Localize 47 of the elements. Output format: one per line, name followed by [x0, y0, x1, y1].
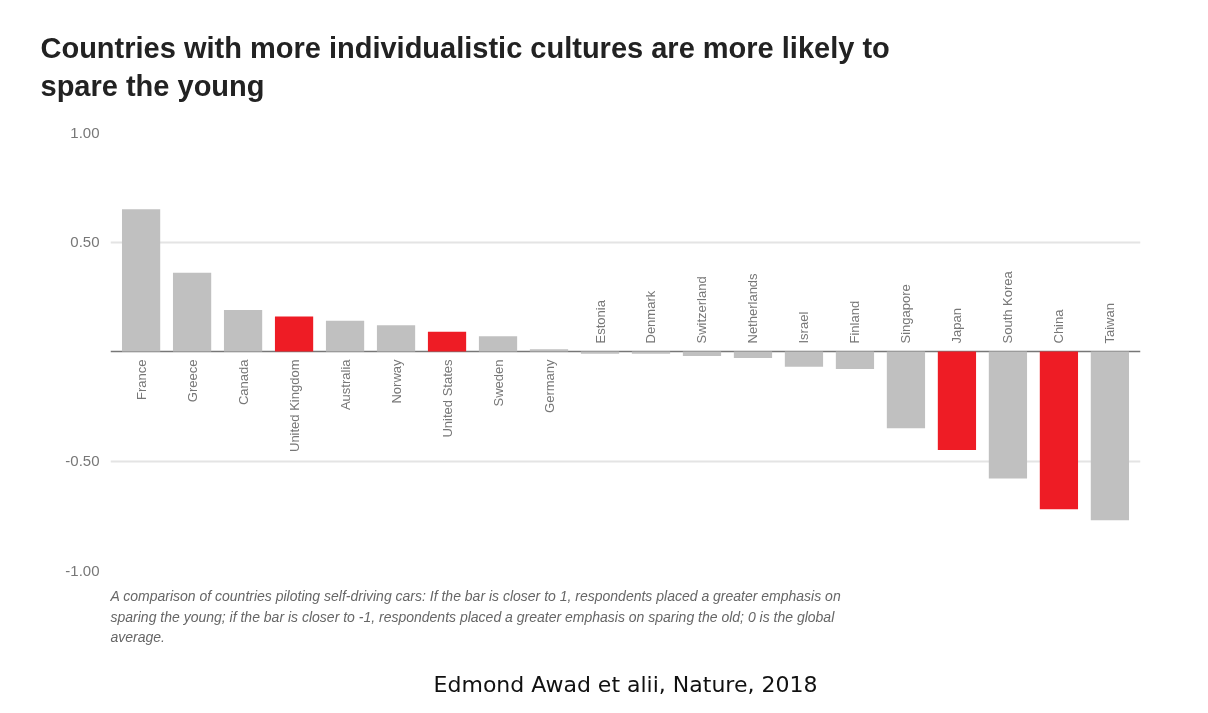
bar	[937, 351, 977, 451]
bar	[223, 309, 263, 352]
x-tick-label: United States	[439, 359, 455, 438]
x-tick-label: Singapore	[898, 284, 914, 344]
bar	[988, 351, 1028, 479]
bar	[274, 316, 314, 352]
bar	[1039, 351, 1079, 510]
bar	[580, 351, 620, 354]
x-tick-label: Estonia	[592, 299, 608, 344]
bar	[886, 351, 926, 429]
bar	[733, 351, 773, 359]
bar	[172, 272, 212, 352]
y-tick-label: 0.50	[70, 233, 100, 250]
x-tick-label: Germany	[541, 359, 557, 413]
x-tick-label: France	[133, 359, 149, 400]
y-tick-label: -0.50	[65, 452, 100, 469]
text: Edmond Awad et alii, Nature, 2018	[433, 671, 818, 697]
x-tick-label: Finland	[847, 300, 863, 344]
x-tick-label: United Kingdom	[286, 359, 302, 452]
bar	[478, 336, 518, 352]
bar	[121, 209, 161, 352]
chart-title: Countries with more individualistic cultures are more likely to spare the young	[40, 32, 890, 103]
x-tick-label: Sweden	[490, 359, 506, 407]
bar	[784, 351, 824, 367]
bar	[427, 331, 467, 352]
bar	[1090, 351, 1130, 521]
bar	[376, 325, 416, 352]
x-tick-label: China	[1051, 308, 1067, 344]
bar	[325, 320, 365, 352]
x-tick-label: South Korea	[1000, 270, 1016, 344]
x-tick-label: Switzerland	[694, 276, 710, 344]
bar	[835, 351, 875, 370]
bar	[631, 351, 671, 354]
x-tick-label: Israel	[796, 311, 812, 344]
x-tick-label: Australia	[337, 358, 353, 411]
bar	[682, 351, 722, 356]
bar	[529, 349, 569, 352]
x-tick-label: Canada	[235, 358, 251, 406]
text: A comparison of countries piloting self-driving cars: If the bar is closer to 1, respondents placed a greater emphasis on sparing the young; if the bar is closer to -1, respondents placed a greater emphasis on sparing the old; 0 is the global average.	[109, 587, 841, 646]
x-tick-label: Norway	[388, 359, 404, 404]
x-tick-label: Taiwan	[1102, 303, 1118, 344]
x-tick-label: Greece	[184, 359, 200, 403]
x-tick-label: Japan	[949, 308, 965, 344]
y-tick-label: -1.00	[65, 561, 100, 579]
x-tick-label: Netherlands	[745, 272, 761, 344]
x-tick-label: Denmark	[643, 290, 659, 344]
y-tick-label: 1.00	[70, 123, 100, 141]
